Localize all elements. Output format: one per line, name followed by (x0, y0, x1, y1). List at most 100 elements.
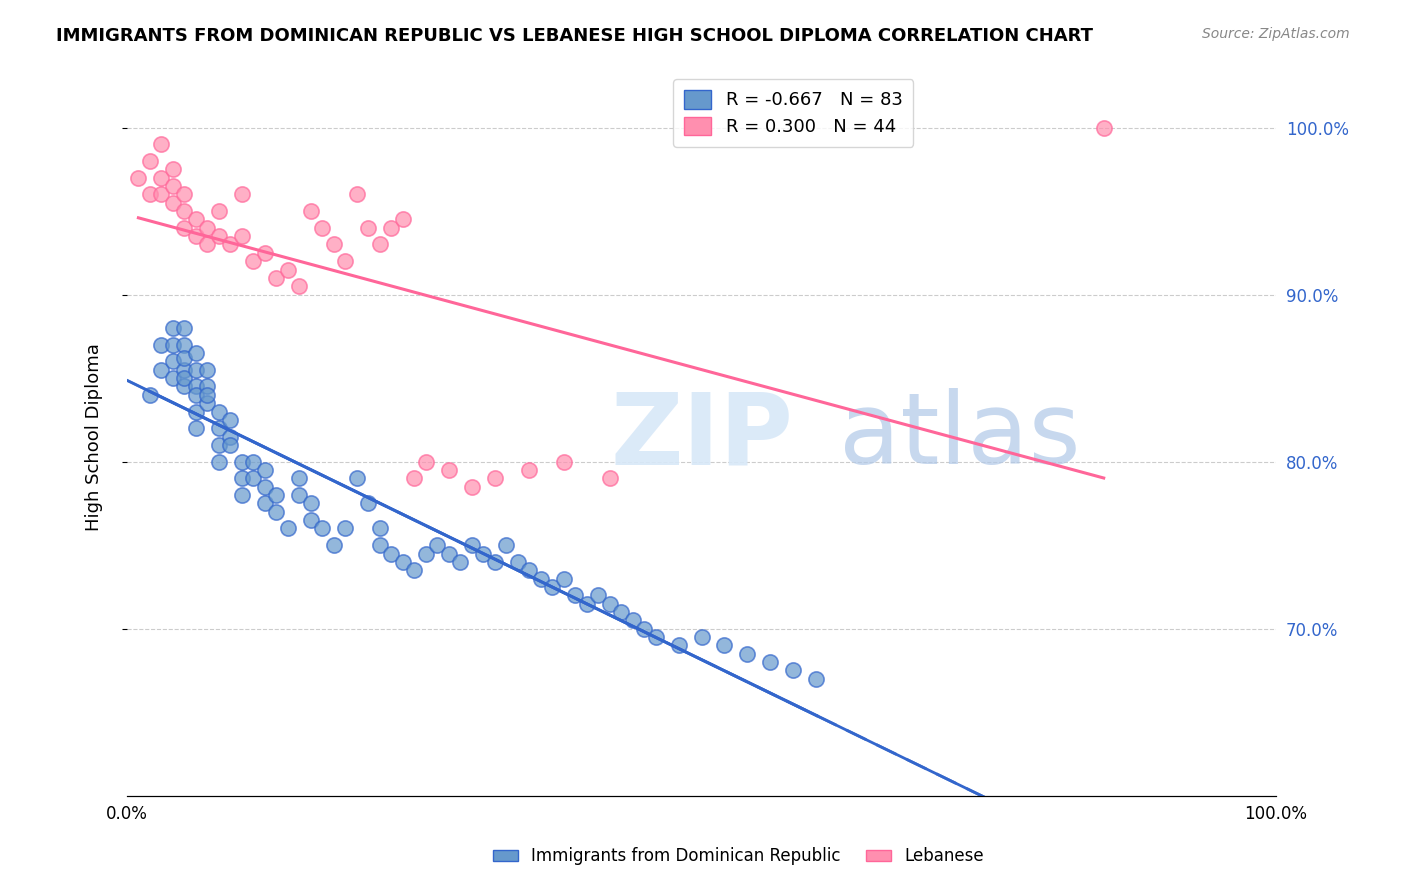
Point (346, 471, 368, 485)
Point (288, 471, 311, 485)
Point (231, 471, 253, 485)
Point (231, 455, 253, 469)
Point (266, 271, 288, 285)
Point (253, 480, 276, 494)
Point (460, 538, 482, 552)
Point (173, 220, 195, 235)
Point (173, 321, 195, 335)
Point (195, 388, 218, 402)
Point (621, 613, 644, 627)
Point (162, 195, 184, 210)
Point (208, 229, 231, 244)
Point (242, 254, 264, 268)
Point (586, 588, 609, 602)
Point (644, 630, 666, 644)
Point (184, 212, 207, 227)
Point (368, 237, 391, 252)
Point (668, 639, 690, 653)
Point (208, 421, 231, 435)
Point (150, 337, 173, 351)
Point (162, 321, 184, 335)
Point (633, 622, 655, 636)
Point (208, 404, 231, 418)
Point (139, 187, 162, 202)
Point (1092, 120, 1115, 135)
Text: atlas: atlas (839, 388, 1081, 485)
Point (311, 521, 333, 535)
Point (150, 170, 173, 185)
Point (610, 605, 633, 619)
Legend: R = -0.667   N = 83, R = 0.300   N = 44: R = -0.667 N = 83, R = 0.300 N = 44 (673, 79, 914, 147)
Point (150, 187, 173, 202)
Point (426, 538, 449, 552)
Point (311, 220, 333, 235)
Point (495, 538, 517, 552)
Point (564, 588, 586, 602)
Point (335, 521, 357, 535)
Point (541, 580, 564, 594)
Point (173, 363, 195, 377)
Point (127, 170, 149, 185)
Point (184, 404, 207, 418)
Point (184, 229, 207, 244)
Point (346, 187, 368, 202)
Point (484, 555, 506, 569)
Point (299, 513, 322, 527)
Point (184, 388, 207, 402)
Point (404, 471, 426, 485)
Point (277, 262, 299, 277)
Point (162, 337, 184, 351)
Point (219, 413, 242, 427)
Point (231, 187, 253, 202)
Point (553, 455, 575, 469)
Point (184, 346, 207, 360)
Point (391, 212, 413, 227)
Text: Source: ZipAtlas.com: Source: ZipAtlas.com (1202, 27, 1350, 41)
Point (231, 229, 253, 244)
Point (759, 655, 782, 669)
Point (599, 471, 621, 485)
Point (288, 488, 311, 502)
Point (195, 379, 218, 393)
Point (690, 630, 713, 644)
Point (322, 237, 344, 252)
Point (472, 547, 495, 561)
Point (219, 438, 242, 452)
Text: IMMIGRANTS FROM DOMINICAN REPUBLIC VS LEBANESE HIGH SCHOOL DIPLOMA CORRELATION C: IMMIGRANTS FROM DOMINICAN REPUBLIC VS LE… (56, 27, 1094, 45)
Point (208, 455, 231, 469)
Point (806, 672, 828, 686)
Point (195, 363, 218, 377)
Point (517, 563, 540, 577)
Point (782, 664, 804, 678)
Point (173, 204, 195, 219)
Point (219, 429, 242, 443)
Point (530, 572, 553, 586)
Point (277, 521, 299, 535)
Point (266, 488, 288, 502)
Point (150, 137, 173, 152)
Y-axis label: High School Diploma: High School Diploma (86, 343, 103, 531)
Legend: Immigrants from Dominican Republic, Lebanese: Immigrants from Dominican Republic, Leba… (486, 840, 990, 872)
Point (437, 463, 460, 477)
Point (173, 371, 195, 385)
Point (162, 354, 184, 368)
Point (299, 496, 322, 510)
Point (242, 455, 264, 469)
Point (173, 337, 195, 351)
Point (184, 363, 207, 377)
Point (195, 237, 218, 252)
Point (184, 421, 207, 435)
Point (231, 488, 253, 502)
Point (195, 220, 218, 235)
Point (219, 237, 242, 252)
Point (380, 547, 402, 561)
Point (484, 471, 506, 485)
Point (139, 388, 162, 402)
Point (415, 455, 437, 469)
Point (288, 279, 311, 293)
Point (368, 521, 391, 535)
Point (357, 496, 380, 510)
Point (506, 555, 529, 569)
Point (322, 538, 344, 552)
Point (253, 496, 276, 510)
